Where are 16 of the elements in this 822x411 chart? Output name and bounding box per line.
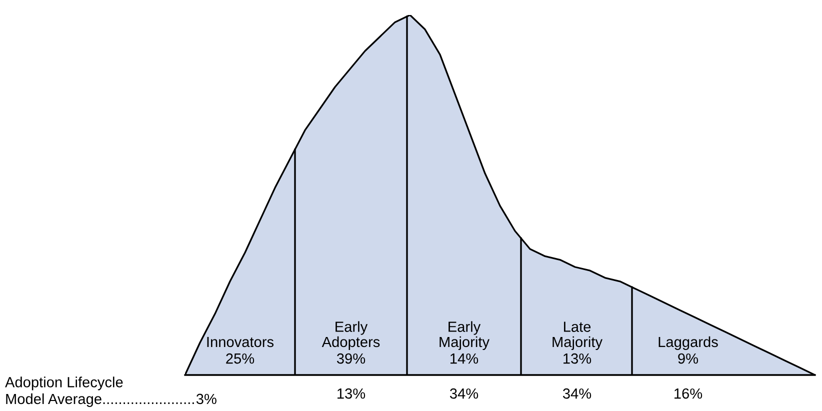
category-label: Early Majority <box>440 321 490 350</box>
data-label: 34% <box>562 388 592 399</box>
data-label: 3% <box>196 394 216 404</box>
category-label: Early Adopters <box>322 321 380 350</box>
text: Adoption Lifecycle Model Average....................... <box>5 376 194 407</box>
data-label: 13% <box>338 388 366 399</box>
data-label: 39% <box>336 353 366 364</box>
data-label: 9% <box>678 353 698 364</box>
data-label: 13% <box>564 353 592 364</box>
data-label: 34% <box>450 388 478 399</box>
category-label: Late Majority <box>552 322 602 350</box>
category-label: Laggards <box>658 336 718 350</box>
category-label: Innovators <box>207 336 274 348</box>
data-label: 25% <box>226 353 254 364</box>
data-label: 14% <box>450 353 478 364</box>
data-label: 16% <box>674 388 702 399</box>
